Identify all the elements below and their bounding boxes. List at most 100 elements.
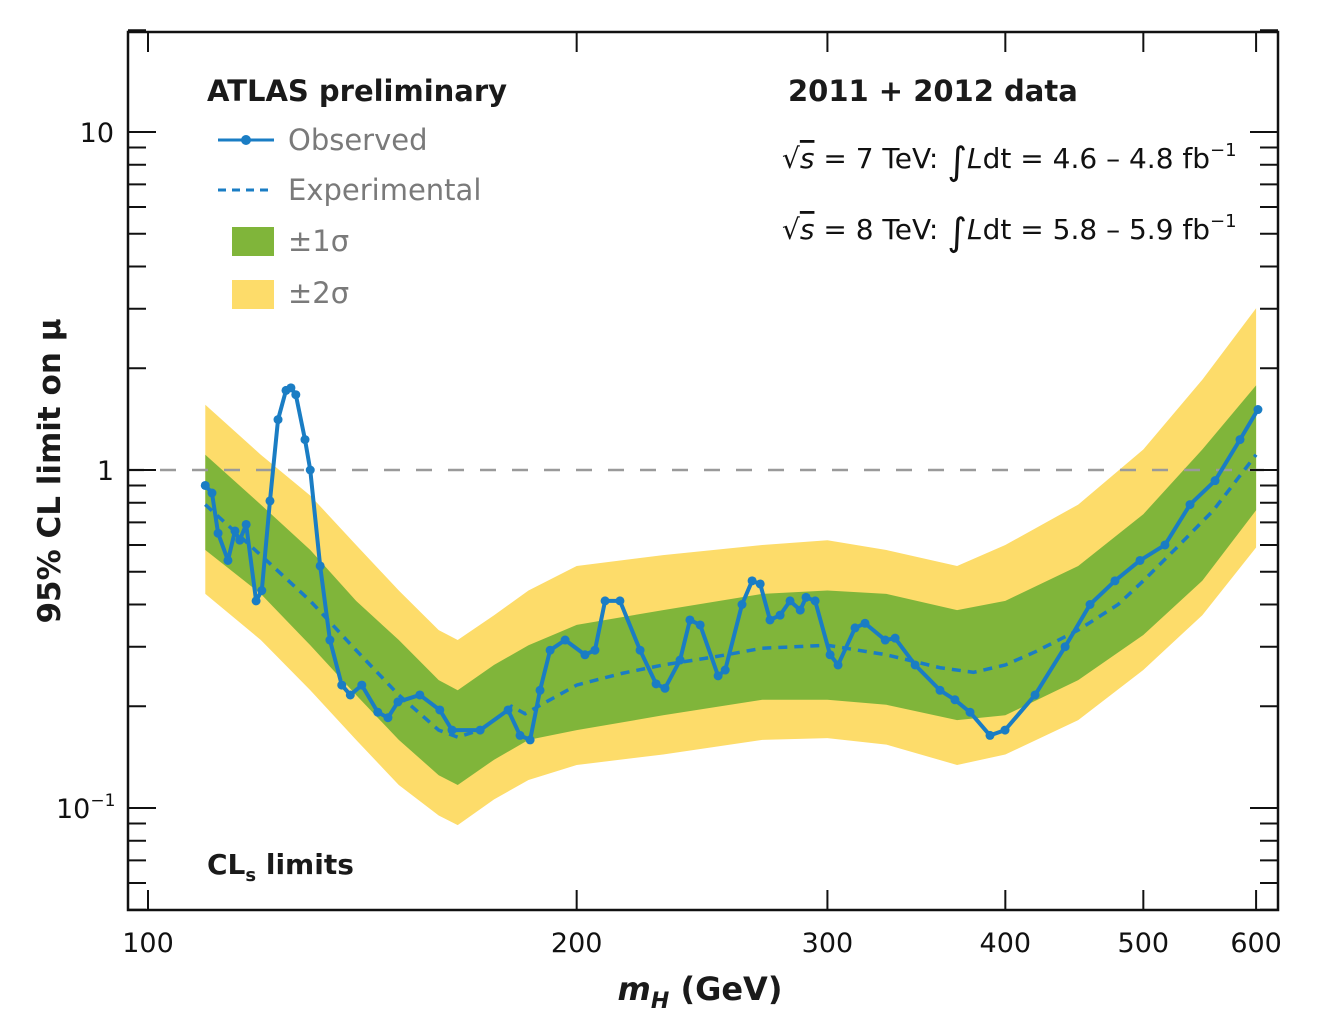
observed-point: [300, 435, 310, 445]
observed-point: [880, 635, 890, 645]
observed-point: [755, 579, 765, 589]
legend-expected-label: Experimental: [288, 173, 481, 207]
observed-point: [765, 615, 775, 625]
observed-point: [985, 730, 995, 740]
observed-point: [675, 655, 685, 665]
observed-point: [1253, 405, 1263, 415]
observed-point: [447, 725, 457, 735]
observed-point: [251, 596, 261, 606]
x-tick-label: 400: [980, 928, 1032, 959]
observed-point: [1030, 690, 1040, 700]
observed-point: [590, 645, 600, 655]
observed-point: [475, 725, 485, 735]
observed-point: [515, 730, 525, 740]
y-tick-label: 10−1: [56, 791, 115, 825]
observed-point: [286, 383, 296, 393]
observed-point: [801, 592, 811, 602]
observed-point: [660, 683, 670, 693]
observed-point: [223, 555, 233, 565]
observed-point: [910, 660, 920, 670]
observed-point: [503, 705, 513, 715]
observed-point: [825, 650, 835, 660]
observed-point: [720, 665, 730, 675]
y-tick-label: 10: [80, 118, 114, 149]
observed-point: [325, 635, 335, 645]
observed-point: [291, 390, 301, 400]
observed-point: [850, 623, 860, 633]
observed-point: [860, 618, 870, 628]
bands-layer: [205, 308, 1257, 826]
observed-point: [1000, 725, 1010, 735]
observed-point: [600, 596, 610, 606]
y-axis-label: 95% CL limit on μ: [32, 318, 68, 623]
axis-ticks: 100 200 300 400 500 600 10−1 1 10: [56, 29, 1282, 959]
observed-point: [1185, 500, 1195, 510]
svg-text:√s = 7 TeV: ∫Ldt = 4.6 – 4.8 f: √s = 7 TeV: ∫Ldt = 4.6 – 4.8 fb−1: [782, 139, 1237, 183]
observed-point: [373, 707, 383, 717]
observed-point: [785, 596, 795, 606]
observed-point: [1085, 600, 1095, 610]
band-1sigma: [205, 385, 1257, 785]
observed-point: [580, 650, 590, 660]
observed-point: [273, 415, 283, 425]
observed-point: [383, 713, 393, 723]
cls-limits-annotation: CLs limits: [207, 848, 354, 886]
x-tick-label: 600: [1230, 928, 1282, 959]
dataset-annotation: 2011 + 2012 data: [788, 74, 1078, 108]
legend-1sigma-swatch: [232, 227, 274, 256]
expected-limit-line: [204, 453, 1258, 740]
observed-point: [635, 645, 645, 655]
observed-point: [695, 620, 705, 630]
observed-point: [737, 600, 747, 610]
observed-point: [685, 615, 695, 625]
observed-point: [1210, 476, 1220, 486]
observed-point: [235, 535, 245, 545]
legend-observed-label: Observed: [288, 123, 428, 157]
observed-point: [305, 465, 315, 475]
observed-point: [415, 690, 425, 700]
x-tick-label: 200: [551, 928, 603, 959]
x-tick-label: 100: [122, 928, 174, 959]
observed-point: [357, 680, 367, 690]
y-tick-label: 1: [97, 456, 114, 487]
observed-point: [345, 690, 355, 700]
observed-point: [935, 685, 945, 695]
observed-point: [535, 685, 545, 695]
legend-2sigma-label: ±2σ: [288, 276, 349, 310]
observed-point: [315, 561, 325, 571]
x-tick-label: 500: [1118, 928, 1170, 959]
legend-1sigma-label: ±1σ: [288, 224, 349, 258]
observed-point: [890, 633, 900, 643]
series-layer: [200, 383, 1263, 745]
observed-point: [230, 526, 240, 536]
observed-point: [241, 519, 251, 529]
observed-point: [795, 605, 805, 615]
observed-point: [615, 596, 625, 606]
x-axis-label: mH (GeV): [618, 970, 783, 1014]
observed-point: [1135, 555, 1145, 565]
legend-observed-icon: [218, 135, 274, 145]
observed-point: [651, 679, 661, 689]
observed-point: [1235, 435, 1245, 445]
observed-point: [200, 480, 210, 490]
lumi-annotation-8tev: √s = 8 TeV: ∫Ldt = 5.8 – 5.9 fb−1: [782, 210, 1237, 254]
legend: ATLAS preliminary Observed Experimental …: [207, 74, 507, 310]
observed-point: [810, 596, 820, 606]
observed-point: [207, 488, 217, 498]
observed-point: [1060, 642, 1070, 652]
svg-text:√s = 8 TeV: ∫Ldt = 5.8 – 5.9 f: √s = 8 TeV: ∫Ldt = 5.8 – 5.9 fb−1: [782, 210, 1237, 254]
observed-point: [713, 671, 723, 681]
observed-point: [213, 528, 223, 538]
observed-point: [747, 576, 757, 586]
observed-point: [1110, 576, 1120, 586]
observed-point: [337, 680, 347, 690]
observed-point: [393, 697, 403, 707]
observed-point: [833, 660, 843, 670]
observed-point: [775, 610, 785, 620]
observed-point: [265, 496, 275, 506]
observed-point: [965, 707, 975, 717]
lumi-annotation-7tev: √s = 7 TeV: ∫Ldt = 4.6 – 4.8 fb−1: [782, 139, 1237, 183]
observed-point: [1160, 540, 1170, 550]
observed-point: [950, 695, 960, 705]
